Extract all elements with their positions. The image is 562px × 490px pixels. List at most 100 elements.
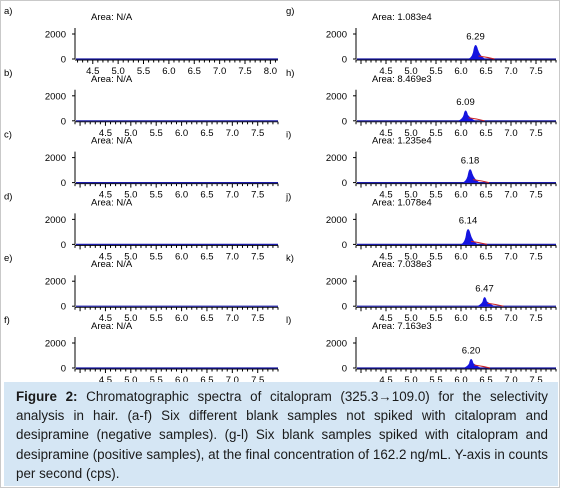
y-tick-label: 0 [342, 178, 347, 189]
x-tick-label: 4.5 [86, 66, 99, 77]
x-tick-label: 6.5 [200, 128, 213, 139]
x-tick-label: 6.0 [175, 190, 188, 201]
panel-f: f) Area: N/A 0 2000 4.5 5.0 5.5 6.0 6.5 7.0 7.5 [4, 315, 279, 382]
y-tick-label: 2000 [326, 30, 347, 41]
y-tick-label: 2000 [326, 215, 347, 226]
caption-text: Chromatographic spectra of citalopram (3… [16, 389, 549, 481]
y-tick-label: 0 [61, 364, 66, 375]
y-tick-label: 2000 [45, 91, 66, 102]
x-tick-label: 7.5 [251, 128, 264, 139]
x-tick-label: 6.5 [479, 190, 492, 201]
x-tick-label: 6.5 [479, 251, 492, 262]
x-tick-label: 5.0 [124, 128, 137, 139]
x-tick-label: 4.5 [99, 190, 112, 201]
panel-label: d) [4, 191, 12, 202]
x-tick-label: 5.5 [150, 128, 163, 139]
peak-rt-label: 6.18 [461, 156, 480, 167]
x-tick-label: 7.0 [226, 128, 239, 139]
x-tick-label: 4.5 [99, 375, 112, 382]
x-tick-label: 8.0 [264, 66, 277, 77]
x-tick-label: 4.5 [99, 313, 112, 324]
x-tick-label: 7.5 [529, 251, 542, 262]
panel-d: d) Area: N/A 0 2000 4.5 5.0 5.5 6.0 6.5 7.0 7.5 [4, 191, 279, 262]
x-tick-label: 4.5 [379, 251, 392, 262]
x-tick-label: 7.0 [504, 313, 517, 324]
x-tick-label: 5.0 [124, 190, 137, 201]
x-tick-label: 4.5 [379, 128, 392, 139]
x-tick-label: 6.0 [175, 313, 188, 324]
panel-label: h) [286, 68, 294, 79]
x-tick-label: 4.5 [379, 190, 392, 201]
y-tick-label: 0 [342, 116, 347, 127]
area-label: Area: N/A [91, 136, 133, 147]
peak-rt-label: 6.20 [462, 345, 481, 356]
x-tick-label: 5.0 [404, 128, 417, 139]
y-tick-label: 2000 [326, 339, 347, 350]
peak-rt-label: 6.14 [459, 216, 478, 227]
panel-g: g) Area: 1.083e4 0 2000 4.5 5.0 5.5 6.0 6.5 7.0 7.… [286, 6, 557, 77]
x-tick-label: 7.5 [251, 313, 264, 324]
y-tick-label: 2000 [45, 30, 66, 41]
x-tick-label: 4.5 [99, 251, 112, 262]
x-tick-label: 6.0 [454, 128, 467, 139]
x-tick-label: 6.0 [454, 313, 467, 324]
panel-k: k) Area: 7.038e3 0 2000 4.5 5.0 5.5 6.0 6.5 7.0 7.… [286, 253, 557, 324]
x-tick-label: 5.5 [150, 251, 163, 262]
x-tick-label: 7.5 [529, 313, 542, 324]
area-label: Area: 1.083e4 [372, 12, 432, 23]
x-tick-label: 5.0 [112, 66, 125, 77]
x-tick-label: 6.0 [454, 251, 467, 262]
x-tick-label: 5.0 [404, 313, 417, 324]
x-tick-label: 7.0 [504, 375, 517, 382]
y-tick-label: 2000 [326, 277, 347, 288]
x-tick-label: 7.5 [251, 190, 264, 201]
x-tick-label: 7.5 [529, 128, 542, 139]
x-tick-label: 5.5 [150, 313, 163, 324]
peak-rt-label: 6.09 [456, 97, 475, 108]
peak-tail [468, 117, 485, 122]
x-tick-label: 7.5 [529, 190, 542, 201]
peak-tail [470, 240, 488, 245]
area-label: Area: N/A [91, 259, 133, 270]
x-tick-label: 6.0 [175, 251, 188, 262]
panel-label: j) [285, 191, 291, 202]
x-tick-label: 5.5 [429, 375, 442, 382]
panel-label: i) [286, 130, 291, 141]
peak-shape [463, 169, 481, 183]
panel-label: a) [4, 6, 12, 17]
x-tick-label: 5.5 [150, 375, 163, 382]
peak-rt-label: 6.47 [475, 284, 494, 295]
x-tick-label: 7.0 [504, 128, 517, 139]
x-tick-label: 7.0 [213, 66, 226, 77]
x-tick-label: 7.0 [504, 66, 517, 77]
x-tick-label: 6.0 [454, 66, 467, 77]
peak-rt-label: 6.29 [466, 31, 485, 42]
panel-l: l) Area: 7.163e3 0 2000 4.5 5.0 5.5 6.0 6.5 7.0 7.… [286, 315, 557, 382]
y-tick-label: 2000 [326, 153, 347, 164]
x-tick-label: 6.0 [175, 375, 188, 382]
x-tick-label: 6.5 [188, 66, 201, 77]
panel-a: a) Area: N/A 0 2000 4.5 5.0 5.5 6.0 6.5 7.0 7.5 8.0 [4, 6, 278, 77]
x-tick-label: 7.0 [504, 190, 517, 201]
x-tick-label: 7.0 [226, 313, 239, 324]
panel-label: g) [286, 6, 294, 17]
y-tick-label: 0 [61, 178, 66, 189]
x-tick-label: 6.0 [175, 128, 188, 139]
x-tick-label: 5.5 [429, 66, 442, 77]
area-label: Area: N/A [91, 197, 133, 208]
peak-tail [472, 179, 490, 184]
x-tick-label: 5.0 [404, 251, 417, 262]
panel-label: c) [4, 130, 12, 141]
area-label: Area: 7.038e3 [372, 259, 432, 270]
y-tick-label: 2000 [45, 215, 66, 226]
area-label: Area: 8.469e3 [372, 74, 432, 85]
x-tick-label: 6.5 [479, 66, 492, 77]
panel-h: h) Area: 8.469e3 0 2000 4.5 5.0 5.5 6.0 6.5 7.0 7.… [286, 68, 557, 139]
x-tick-label: 7.0 [226, 190, 239, 201]
area-label: Area: 1.078e4 [372, 197, 432, 208]
y-tick-label: 2000 [45, 153, 66, 164]
y-tick-label: 0 [61, 116, 66, 127]
x-tick-label: 5.5 [429, 128, 442, 139]
x-tick-label: 7.0 [226, 375, 239, 382]
